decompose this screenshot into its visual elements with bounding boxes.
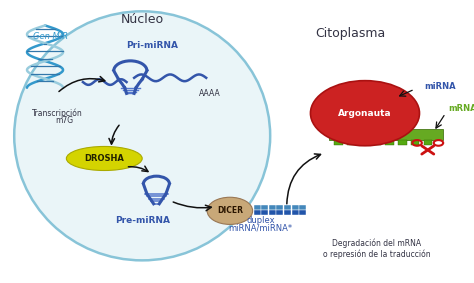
Bar [424,140,432,145]
Bar [329,129,443,140]
Text: Gen MIR: Gen MIR [33,32,68,41]
Text: Pri-miRNA: Pri-miRNA [126,41,178,50]
Ellipse shape [66,147,142,170]
Bar [261,205,268,210]
Bar [385,140,394,145]
Text: AAAA: AAAA [199,89,221,98]
Text: Citoplasma: Citoplasma [316,27,386,40]
Text: DROSHA: DROSHA [84,154,124,163]
Bar [292,210,299,215]
Circle shape [310,81,419,146]
Bar [360,140,368,145]
Text: duplex: duplex [246,216,275,225]
Bar [254,210,261,215]
Bar [334,140,343,145]
Text: Transcripción: Transcripción [31,108,82,118]
Bar [299,210,306,215]
Text: miRNA/miRNA*: miRNA/miRNA* [228,223,293,232]
Bar [276,210,283,215]
Bar [411,140,419,145]
Ellipse shape [368,129,381,136]
Text: mRNA: mRNA [448,104,474,113]
Circle shape [207,197,253,224]
Text: o represión de la traducción: o represión de la traducción [323,250,431,260]
Bar [284,205,291,210]
Bar [276,205,283,210]
Text: Núcleo: Núcleo [121,13,164,26]
Ellipse shape [14,11,270,260]
Ellipse shape [325,129,338,136]
Bar [254,205,261,210]
Text: DICER: DICER [217,206,243,215]
Bar [299,205,306,210]
Text: Argonauta: Argonauta [338,109,392,118]
Bar [373,140,381,145]
Bar [261,210,268,215]
Ellipse shape [354,129,367,136]
Ellipse shape [382,129,395,136]
Ellipse shape [339,129,353,136]
Bar [269,210,276,215]
Bar [284,210,291,215]
Bar [292,205,299,210]
Text: miRNA: miRNA [424,82,456,91]
Text: Degradación del mRNA: Degradación del mRNA [332,239,421,248]
Bar [269,205,276,210]
Text: Pre-miRNA: Pre-miRNA [115,216,170,225]
Text: m7G: m7G [55,116,73,125]
Bar [347,140,356,145]
Bar [398,140,407,145]
